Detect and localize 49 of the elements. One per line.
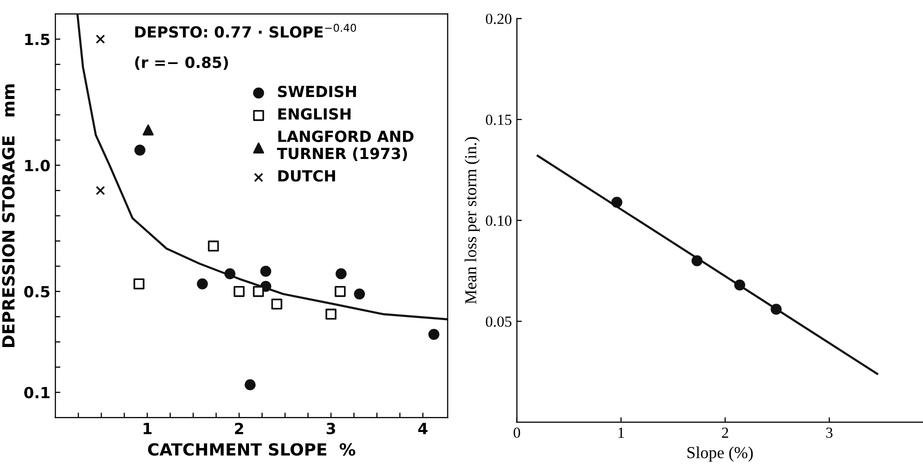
y-axis-title: DEPRESSION STORAGE mm — [2, 84, 15, 347]
line-series — [76, 14, 448, 320]
point — [334, 286, 346, 297]
legend-label: ENGLISH — [278, 108, 350, 120]
point — [208, 240, 219, 252]
x-tick-label: 1 — [144, 422, 152, 434]
point — [611, 196, 622, 208]
legend-label: SWEDISH — [278, 86, 356, 98]
point — [252, 286, 264, 297]
x-tick-label: 4 — [418, 422, 428, 434]
y-tick-label: 0.15 — [486, 114, 512, 125]
y-tick-label: 0.10 — [486, 216, 512, 226]
point — [224, 268, 236, 280]
y-tick-label: 1.0 — [25, 160, 50, 172]
y-tick-label: 0.20 — [486, 14, 512, 24]
point — [271, 298, 282, 310]
annotation: DEPSTO: 0.77 · SLOPE$^{−0.40}$ — [135, 24, 356, 38]
point — [260, 266, 272, 277]
point — [244, 379, 256, 390]
x-tick-label: 0 — [514, 428, 520, 438]
y-tick-label: 0.05 — [486, 316, 512, 327]
point — [142, 124, 154, 136]
legend-label: DUTCH — [278, 170, 336, 182]
point — [134, 144, 146, 156]
y-tick-label: 1.5 — [25, 34, 50, 46]
point — [96, 34, 106, 44]
point — [770, 304, 782, 315]
point — [325, 308, 336, 320]
x-tick-label: 1 — [618, 428, 624, 438]
x-tick-label: 3 — [326, 422, 336, 434]
point — [734, 279, 746, 290]
point — [234, 286, 245, 297]
y-tick-label: 0.1 — [24, 386, 50, 398]
point — [133, 278, 144, 290]
x-axis-title: Slope (%) — [688, 446, 753, 462]
point — [428, 328, 440, 340]
x-tick-label: 3 — [826, 428, 833, 438]
annotation: (r =− 0.85) — [135, 56, 228, 70]
legend-label: LANGFORD AND TURNER (1973) — [277, 130, 414, 162]
point — [336, 268, 347, 280]
point — [96, 186, 106, 196]
point — [196, 278, 208, 290]
point — [692, 255, 703, 266]
y-tick-label: 0.5 — [24, 286, 50, 298]
y-axis-title: Mean loss per storm (in.) — [464, 137, 480, 304]
x-axis-title: CATCHMENT SLOPE % — [148, 443, 356, 456]
x-tick-label: 2 — [235, 422, 244, 434]
x-tick-label: 2 — [722, 428, 728, 438]
point — [354, 288, 365, 300]
